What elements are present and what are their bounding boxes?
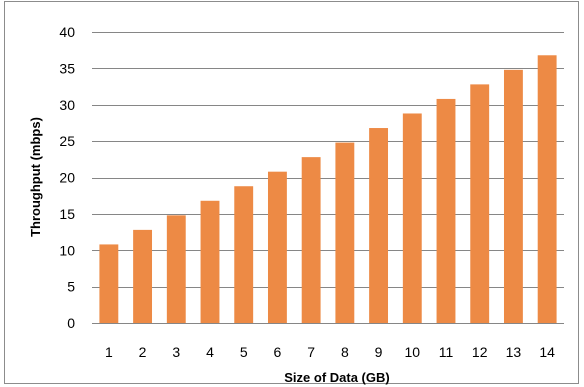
bar-12: [470, 84, 490, 323]
x-tick-label: 14: [539, 344, 555, 360]
gridlines: [92, 32, 564, 288]
bar-11: [436, 98, 456, 324]
y-tick-label: 5: [67, 279, 75, 295]
y-axis-title: Throughput (mbps): [28, 117, 43, 237]
x-tick-label: 2: [139, 344, 147, 360]
x-tick-label: 1: [105, 344, 113, 360]
bar-6: [267, 171, 287, 323]
y-tick-labels: 0 5 10 15 20 25 30 35 40: [59, 24, 75, 331]
bar-9: [369, 128, 389, 323]
bar-2: [133, 229, 153, 323]
x-tick-label: 8: [341, 344, 349, 360]
bar-7: [301, 157, 321, 323]
x-tick-label: 3: [172, 344, 180, 360]
y-tick-label: 25: [59, 133, 75, 149]
bar-13: [503, 69, 523, 323]
bar-10: [402, 113, 422, 323]
x-tick-label: 4: [206, 344, 214, 360]
y-tick-label: 40: [59, 24, 75, 40]
bars: [99, 55, 557, 324]
x-tick-label: 7: [307, 344, 315, 360]
y-tick-label: 10: [59, 242, 75, 258]
y-tick-label: 20: [59, 170, 75, 186]
x-tick-label: 11: [439, 344, 454, 360]
bar-4: [200, 200, 220, 323]
bar-1: [99, 244, 119, 323]
bar-14: [537, 55, 557, 323]
x-tick-label: 9: [375, 344, 383, 360]
bar-5: [234, 186, 254, 323]
x-tick-label: 5: [240, 344, 248, 360]
x-tick-labels: 1 2 3 4 5 6 7 8 9 10 11 12 13 14: [105, 344, 555, 360]
x-tick-label: 10: [404, 344, 420, 360]
x-tick-label: 13: [506, 344, 522, 360]
x-tick-label: 6: [274, 344, 282, 360]
x-tick-label: 12: [472, 344, 488, 360]
y-tick-label: 30: [59, 97, 75, 113]
bar-3: [166, 215, 186, 323]
y-tick-label: 0: [67, 315, 75, 331]
y-tick-label: 15: [59, 206, 75, 222]
x-axis-title: Size of Data (GB): [284, 370, 389, 385]
y-tick-label: 35: [59, 60, 75, 76]
bar-8: [335, 142, 355, 323]
